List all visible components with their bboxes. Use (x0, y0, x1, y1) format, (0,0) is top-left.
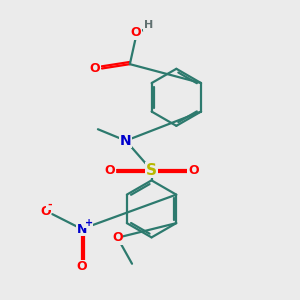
Text: +: + (85, 218, 93, 228)
Text: -: - (47, 199, 52, 209)
Text: S: S (146, 163, 157, 178)
Text: O: O (104, 164, 115, 177)
Text: O: O (90, 62, 101, 75)
Text: O: O (112, 231, 123, 244)
Text: O: O (76, 260, 87, 273)
Text: H: H (144, 20, 153, 30)
Text: N: N (76, 223, 87, 236)
Text: O: O (40, 205, 51, 218)
Text: O: O (188, 164, 199, 177)
Text: N: N (120, 134, 132, 148)
Text: O: O (131, 26, 141, 39)
